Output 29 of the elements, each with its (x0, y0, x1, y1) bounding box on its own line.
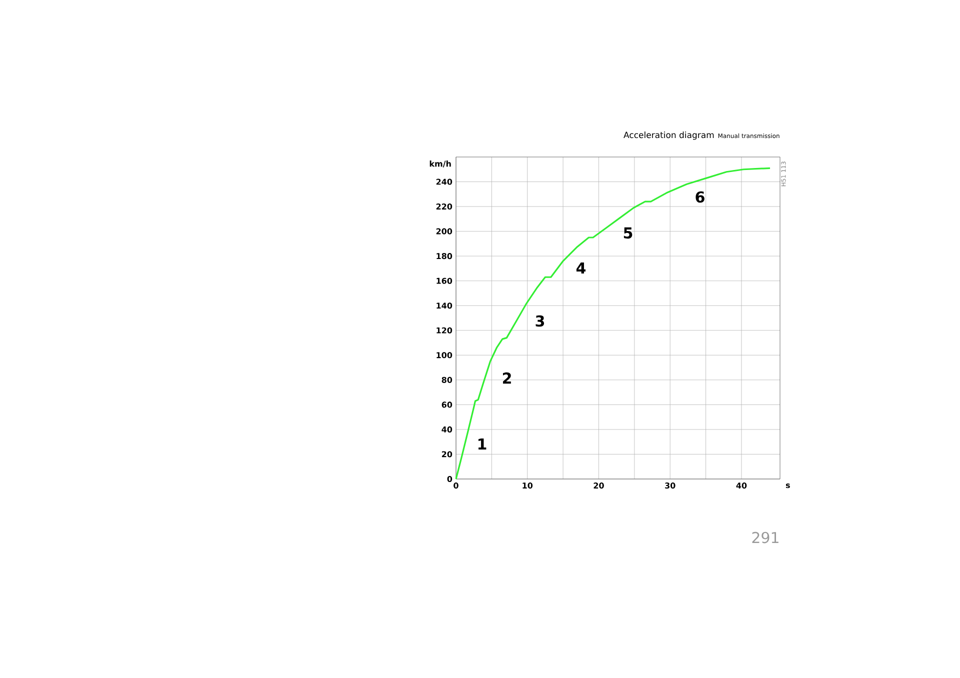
text: 291 (752, 532, 778, 544)
annotation: 2 (502, 372, 511, 384)
annotation: 3 (536, 315, 544, 327)
line-series (455, 167, 771, 480)
y-tick-label: 100 (436, 352, 452, 358)
annotation: 6 (696, 191, 704, 203)
x-axis-title: s (786, 484, 790, 488)
annotation: 5 (624, 227, 632, 239)
y-tick-label: 180 (436, 253, 452, 260)
annotation: 1 (478, 438, 486, 450)
y-tick-label: 200 (436, 228, 452, 234)
y-tick-label: 20 (442, 451, 452, 458)
x-tick-label: 30 (665, 482, 676, 489)
y-tick-label: 160 (436, 278, 452, 284)
y-tick-label: 0 (447, 476, 452, 482)
y-tick-label: 220 (436, 204, 452, 210)
y-tick-label: 120 (436, 327, 452, 334)
y-axis-title: km/h (430, 160, 451, 168)
y-tick-label: 60 (442, 402, 452, 408)
x-tick-label: 20 (594, 482, 604, 489)
y-tick-label: 140 (436, 302, 452, 309)
x-tick-label: 10 (522, 482, 533, 489)
x-tick-label: 40 (736, 482, 747, 489)
y-tick-label: 40 (442, 426, 452, 432)
chart-title: Acceleration diagram (624, 132, 714, 140)
y-tick-label: 240 (436, 178, 452, 185)
x-tick-label: 0 (454, 482, 458, 489)
annotation: 4 (576, 262, 586, 274)
y-tick-label: 80 (442, 376, 452, 383)
